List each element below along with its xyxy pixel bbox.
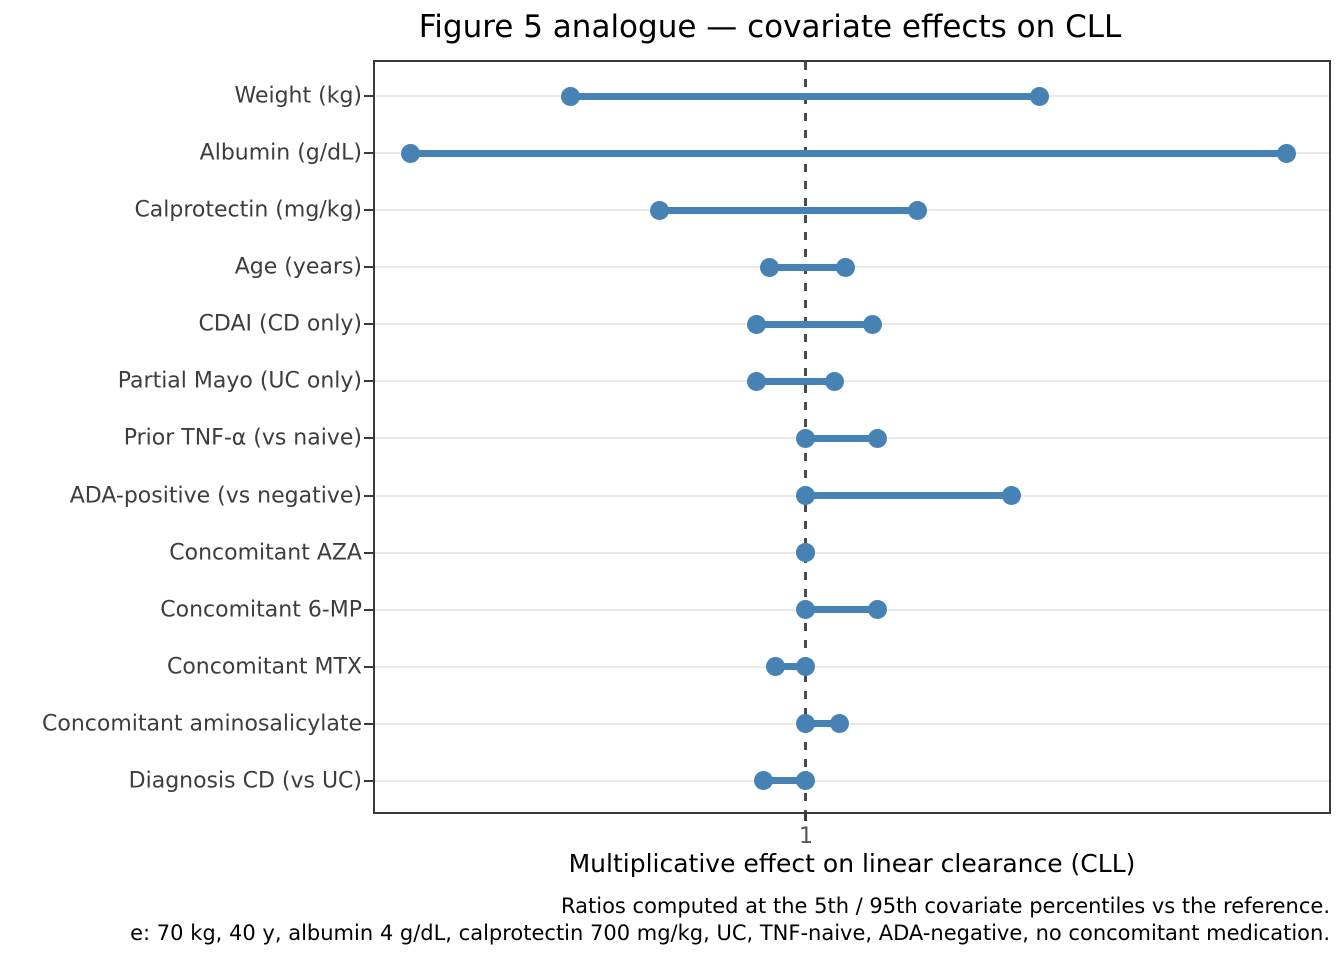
gridline: [375, 779, 1329, 782]
high-percentile-dot: [796, 771, 816, 791]
low-percentile-dot: [401, 143, 421, 163]
y-axis-label: Concomitant aminosalicylate: [42, 711, 362, 737]
range-line: [769, 263, 846, 271]
low-percentile-dot: [747, 371, 767, 391]
low-percentile-dot: [766, 657, 786, 677]
y-axis-label: Weight (kg): [234, 83, 362, 109]
plot-area: [373, 60, 1331, 814]
y-tick-mark: [364, 608, 373, 611]
y-tick-mark: [364, 266, 373, 269]
range-line: [756, 377, 835, 385]
y-axis-label: Concomitant MTX: [166, 654, 362, 680]
y-axis-label: ADA-positive (vs negative): [69, 483, 362, 509]
x-tick-label: 1: [799, 824, 813, 849]
gridline: [375, 380, 1329, 383]
y-axis-label: Concomitant 6-MP: [160, 597, 362, 623]
low-percentile-dot: [796, 714, 816, 734]
low-percentile-dot: [747, 314, 767, 334]
range-line: [805, 434, 878, 442]
range-line: [570, 92, 1040, 100]
high-percentile-dot: [1030, 86, 1050, 106]
footnote-line-1: Ratios computed at the 5th / 95th covari…: [561, 894, 1330, 918]
range-line: [775, 663, 806, 671]
y-tick-mark: [364, 665, 373, 668]
y-tick-mark: [364, 152, 373, 155]
high-percentile-dot: [867, 600, 887, 620]
y-tick-mark: [364, 494, 373, 497]
y-tick-mark: [364, 95, 373, 97]
range-line: [805, 720, 840, 728]
y-axis-label: CDAI (CD only): [198, 311, 362, 337]
low-percentile-dot: [759, 257, 779, 277]
high-percentile-dot: [1277, 143, 1297, 163]
chart-title: Figure 5 analogue — covariate effects on…: [418, 9, 1122, 45]
gridline: [375, 551, 1329, 554]
high-percentile-dot: [867, 428, 887, 448]
y-axis-label: Calprotectin (mg/kg): [134, 197, 362, 223]
low-percentile-dot: [753, 771, 773, 791]
y-tick-mark: [364, 380, 373, 383]
low-percentile-dot: [650, 200, 670, 220]
gridline: [375, 722, 1329, 725]
range-line: [763, 777, 806, 785]
x-tick-mark: [804, 812, 807, 821]
y-tick-mark: [364, 437, 373, 440]
y-axis-label: Concomitant AZA: [169, 540, 362, 566]
y-axis-label: Age (years): [234, 254, 362, 280]
low-percentile-dot: [796, 600, 816, 620]
high-percentile-dot: [824, 371, 844, 391]
range-line: [410, 149, 1287, 157]
low-percentile-dot: [796, 428, 816, 448]
y-tick-mark: [364, 551, 373, 554]
high-percentile-dot: [796, 543, 816, 563]
y-axis-label: Albumin (g/dL): [199, 140, 362, 166]
y-tick-mark: [364, 323, 373, 326]
range-line: [805, 492, 1012, 500]
y-axis-label: Prior TNF-α (vs naive): [123, 425, 362, 451]
x-axis-label: Multiplicative effect on linear clearanc…: [568, 849, 1136, 878]
footnote-line-2: e: 70 kg, 40 y, albumin 4 g/dL, calprote…: [130, 921, 1330, 945]
high-percentile-dot: [1001, 486, 1021, 506]
range-line: [805, 606, 878, 614]
low-percentile-dot: [561, 86, 581, 106]
high-percentile-dot: [835, 257, 855, 277]
y-tick-mark: [364, 722, 373, 725]
high-percentile-dot: [862, 314, 882, 334]
high-percentile-dot: [796, 657, 816, 677]
high-percentile-dot: [907, 200, 927, 220]
y-axis-label: Diagnosis CD (vs UC): [128, 768, 362, 794]
y-tick-mark: [364, 209, 373, 212]
range-line: [756, 320, 873, 328]
high-percentile-dot: [830, 714, 850, 734]
y-tick-mark: [364, 779, 373, 782]
y-axis-label: Partial Mayo (UC only): [117, 368, 362, 394]
low-percentile-dot: [796, 486, 816, 506]
range-line: [659, 206, 918, 214]
gridline: [375, 665, 1329, 668]
